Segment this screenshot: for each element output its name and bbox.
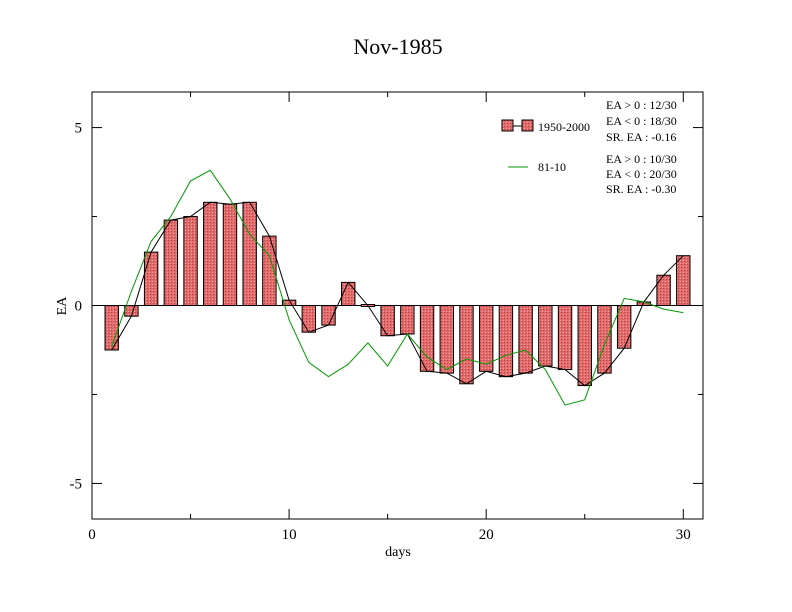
bar bbox=[341, 281, 356, 306]
series-line-81-10 bbox=[111, 169, 684, 406]
chart-title: Nov-1985 bbox=[353, 34, 442, 59]
bar bbox=[380, 305, 395, 337]
legend: 1950-2000 81-10 bbox=[501, 119, 590, 174]
x-tick-label: 30 bbox=[676, 527, 691, 543]
bar bbox=[400, 305, 415, 335]
bar bbox=[656, 274, 671, 307]
bar bbox=[459, 305, 474, 385]
stat-8110-ea-pos: EA > 0 : 10/30 bbox=[606, 152, 677, 166]
bar bbox=[478, 305, 494, 372]
bar bbox=[577, 305, 592, 387]
stat-1950-sr-ea: SR. EA : -0.16 bbox=[606, 130, 676, 144]
y-tick-label: 0 bbox=[75, 299, 83, 315]
line-series bbox=[111, 169, 684, 406]
bar bbox=[163, 219, 179, 307]
bar bbox=[222, 203, 238, 306]
bar bbox=[616, 305, 632, 349]
bar bbox=[439, 305, 454, 374]
x-axis-label: days bbox=[385, 545, 411, 560]
stat-1950-ea-neg: EA < 0 : 18/30 bbox=[606, 114, 677, 128]
bar bbox=[676, 255, 691, 306]
bar bbox=[597, 305, 612, 374]
bar bbox=[203, 201, 218, 306]
x-tick-label: 0 bbox=[88, 527, 96, 543]
legend-label-81-10: 81-10 bbox=[538, 160, 566, 174]
legend-swatch-1950-2000-left bbox=[501, 119, 514, 132]
bar bbox=[242, 201, 257, 306]
y-axis-label: EA bbox=[55, 296, 70, 316]
bar bbox=[498, 305, 514, 378]
bar bbox=[104, 305, 119, 351]
stat-1950-ea-pos: EA > 0 : 12/30 bbox=[606, 98, 677, 112]
bar bbox=[143, 251, 159, 306]
y-tick-label: 5 bbox=[75, 121, 83, 137]
bar-series-1950-2000 bbox=[104, 201, 691, 387]
stat-8110-sr-ea: SR. EA : -0.30 bbox=[606, 182, 676, 196]
series-line-1950-2000 bbox=[111, 201, 684, 387]
legend-swatch-1950-2000-right bbox=[521, 119, 534, 132]
stat-8110-ea-neg: EA < 0 : 20/30 bbox=[606, 167, 677, 181]
x-tick-label: 10 bbox=[282, 527, 297, 543]
y-tick-label: -5 bbox=[70, 476, 83, 492]
stats-annotations: EA > 0 : 12/30 EA < 0 : 18/30 SR. EA : -… bbox=[606, 98, 677, 196]
legend-label-1950-2000: 1950-2000 bbox=[538, 120, 590, 134]
bar bbox=[301, 305, 317, 333]
x-tick-label: 20 bbox=[479, 527, 494, 543]
bar bbox=[538, 305, 553, 367]
bar bbox=[183, 216, 198, 307]
bar bbox=[557, 305, 573, 371]
bar bbox=[518, 305, 533, 374]
